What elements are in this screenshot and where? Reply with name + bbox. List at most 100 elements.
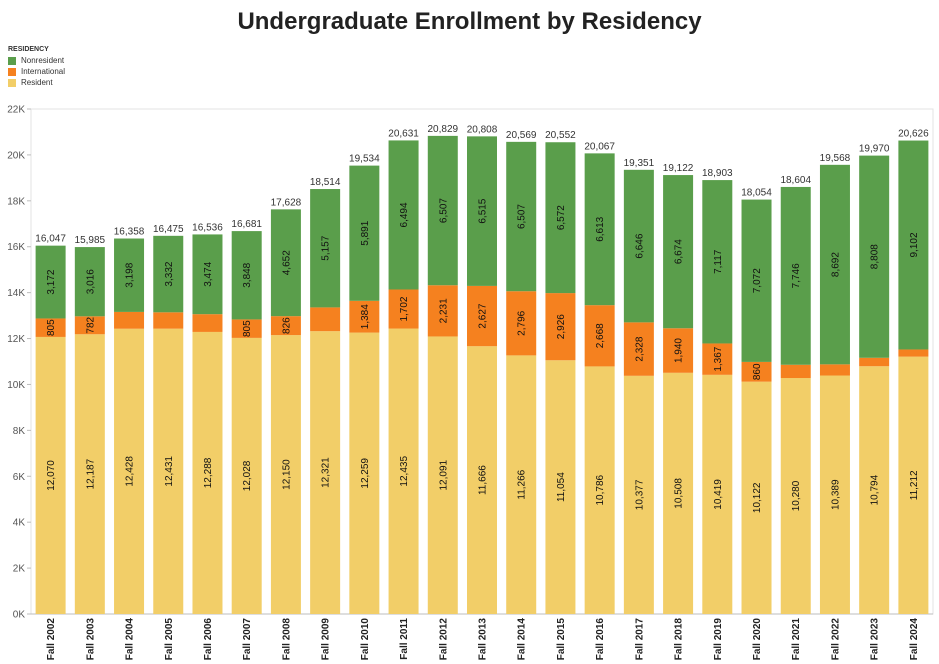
resident-bar[interactable] [780, 378, 811, 614]
international-bar[interactable] [35, 318, 66, 337]
international-bar[interactable] [231, 319, 262, 338]
resident-bar[interactable] [349, 332, 380, 614]
legend-swatch-resident [8, 78, 16, 87]
nonresident-bar[interactable] [780, 186, 811, 365]
resident-bar[interactable] [506, 355, 537, 614]
resident-bar[interactable] [231, 337, 262, 614]
resident-data-label: 12,435 [399, 456, 410, 487]
total-label: 18,604 [780, 175, 811, 186]
x-tick-label: Fall 2004 [125, 618, 136, 661]
nonresident-bar[interactable] [623, 169, 654, 323]
x-tick-label: Fall 2015 [556, 618, 567, 661]
nonresident-bar[interactable] [819, 164, 850, 365]
resident-bar[interactable] [114, 328, 145, 614]
resident-bar[interactable] [310, 331, 341, 614]
resident-bar[interactable] [153, 328, 184, 614]
international-bar[interactable] [623, 322, 654, 376]
international-bar[interactable] [506, 291, 537, 356]
resident-bar[interactable] [898, 356, 929, 614]
legend-item-international[interactable]: International [8, 66, 65, 77]
international-bar[interactable] [349, 300, 380, 333]
nonresident-bar[interactable] [467, 136, 497, 286]
resident-bar[interactable] [584, 366, 615, 614]
nonresident-bar[interactable] [859, 155, 890, 358]
resident-bar[interactable] [467, 346, 497, 614]
international-bar[interactable] [584, 305, 615, 367]
total-label: 19,568 [820, 153, 851, 164]
nonresident-data-label: 6,613 [595, 216, 606, 241]
international-bar[interactable] [114, 311, 145, 329]
international-bar[interactable] [270, 316, 301, 336]
international-bar[interactable] [741, 361, 772, 382]
nonresident-bar[interactable] [584, 153, 615, 306]
nonresident-bar[interactable] [153, 235, 184, 313]
total-label: 16,536 [192, 222, 223, 233]
international-bar[interactable] [153, 312, 184, 329]
nonresident-bar[interactable] [310, 189, 341, 308]
resident-bar[interactable] [545, 360, 576, 614]
nonresident-bar[interactable] [192, 234, 223, 315]
x-tick-label: Fall 2019 [713, 618, 724, 661]
international-bar[interactable] [859, 357, 890, 367]
nonresident-bar[interactable] [35, 245, 66, 319]
legend-item-nonresident[interactable]: Nonresident [8, 55, 65, 66]
resident-bar[interactable] [35, 336, 66, 614]
resident-bar[interactable] [702, 374, 733, 614]
international-bar[interactable] [819, 364, 850, 376]
legend-item-resident[interactable]: Resident [8, 77, 65, 88]
resident-bar[interactable] [819, 375, 850, 614]
resident-bar[interactable] [663, 372, 694, 614]
resident-bar[interactable] [388, 328, 419, 614]
total-label: 20,552 [545, 130, 576, 141]
nonresident-bar[interactable] [702, 180, 733, 344]
nonresident-bar[interactable] [231, 231, 262, 320]
nonresident-bar[interactable] [114, 238, 145, 312]
resident-bar[interactable] [741, 381, 772, 614]
nonresident-data-label: 7,117 [713, 249, 724, 274]
total-label: 19,122 [663, 163, 694, 174]
resident-data-label: 12,259 [360, 458, 371, 489]
nonresident-bar[interactable] [545, 142, 576, 294]
nonresident-bar[interactable] [388, 140, 419, 290]
resident-data-label: 10,280 [791, 480, 802, 511]
international-bar[interactable] [898, 349, 929, 357]
resident-bar[interactable] [74, 334, 105, 614]
nonresident-bar[interactable] [349, 165, 380, 301]
international-bar[interactable] [663, 328, 694, 373]
nonresident-bar[interactable] [74, 247, 105, 317]
legend-swatch-nonresident [8, 56, 16, 65]
resident-bar[interactable] [427, 336, 458, 614]
international-bar[interactable] [702, 343, 733, 375]
y-tick-label: 8K [13, 426, 26, 437]
resident-bar[interactable] [270, 335, 301, 614]
nonresident-data-label: 6,646 [634, 233, 645, 258]
international-bar[interactable] [74, 316, 105, 335]
international-data-label: 1,702 [399, 296, 410, 321]
resident-data-label: 10,122 [752, 482, 763, 513]
total-label: 18,903 [702, 168, 733, 179]
international-bar[interactable] [310, 307, 341, 332]
international-bar[interactable] [427, 285, 458, 337]
nonresident-bar[interactable] [506, 141, 537, 292]
nonresident-bar[interactable] [741, 199, 772, 362]
resident-bar[interactable] [623, 375, 654, 614]
nonresident-bar[interactable] [270, 209, 301, 317]
international-data-label: 1,940 [674, 338, 685, 363]
nonresident-bar[interactable] [898, 140, 929, 350]
international-bar[interactable] [545, 293, 576, 361]
y-tick-label: 22K [7, 105, 25, 116]
international-bar[interactable] [780, 364, 811, 379]
nonresident-bar[interactable] [427, 135, 458, 286]
resident-bar[interactable] [859, 366, 890, 614]
total-label: 19,351 [624, 158, 655, 169]
international-bar[interactable] [388, 289, 419, 329]
resident-bar[interactable] [192, 331, 223, 614]
nonresident-bar[interactable] [663, 175, 694, 329]
international-bar[interactable] [467, 285, 497, 347]
nonresident-data-label: 6,507 [517, 204, 528, 229]
international-data-label: 782 [85, 316, 96, 333]
x-tick-label: Fall 2006 [203, 618, 214, 661]
international-bar[interactable] [192, 314, 223, 332]
international-data-label: 2,926 [556, 314, 567, 339]
international-data-label: 2,231 [438, 298, 449, 323]
